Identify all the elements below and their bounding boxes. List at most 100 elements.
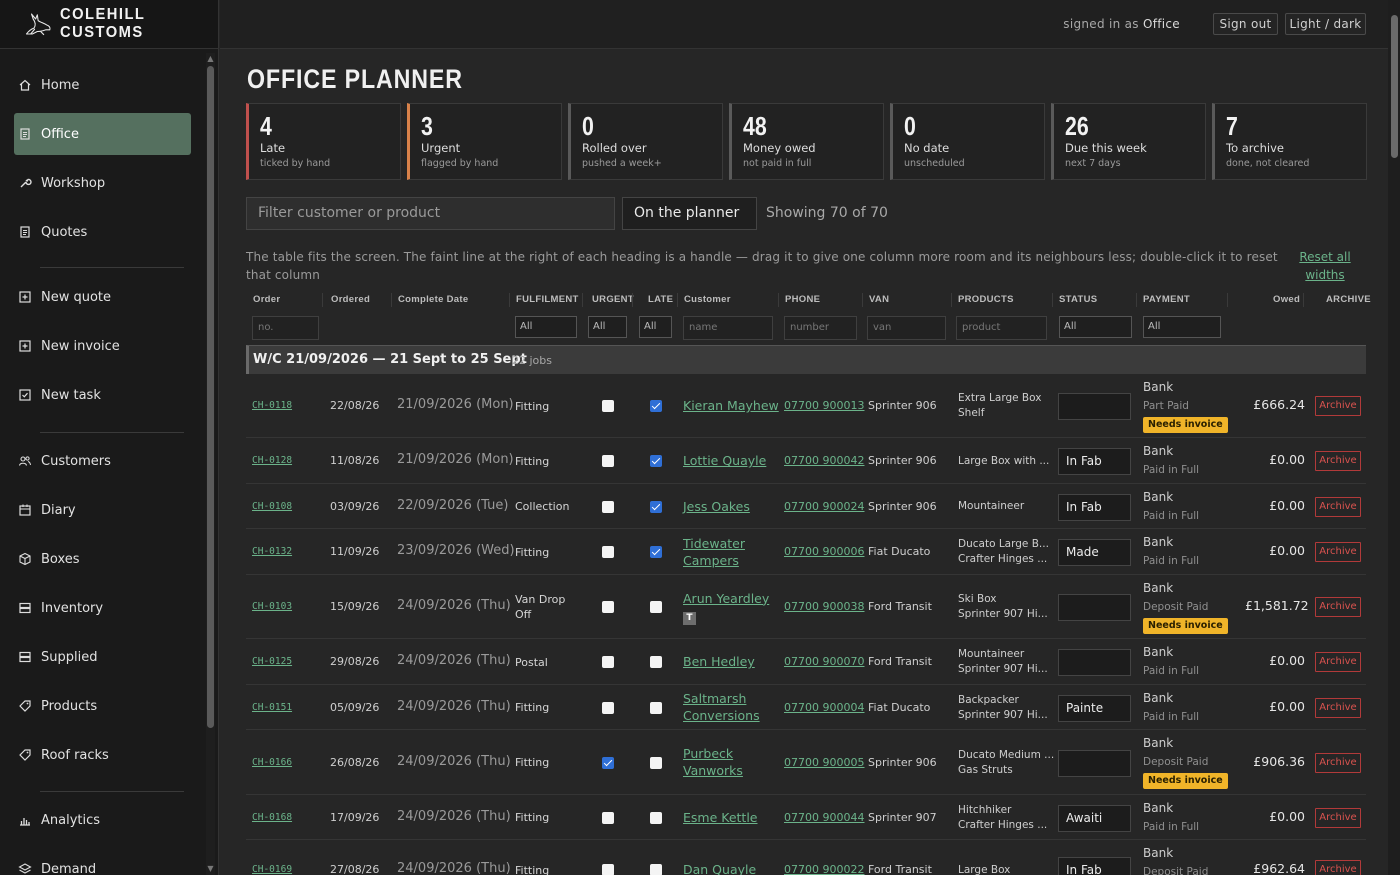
table-row[interactable]: CH-0169 27/08/26 24/09/2026 (Thu) Fitting Da…: [246, 840, 1366, 875]
filter-late-select[interactable]: All: [639, 316, 672, 338]
archive-button[interactable]: Archive: [1315, 597, 1361, 617]
late-checkbox[interactable]: [650, 601, 662, 613]
archive-button[interactable]: Archive: [1315, 752, 1361, 773]
archive-button[interactable]: Archive: [1315, 807, 1361, 828]
late-checkbox[interactable]: [650, 756, 662, 769]
column-resize-handle[interactable]: [509, 293, 510, 307]
page-scroll-thumb[interactable]: [1391, 15, 1398, 158]
filter-input[interactable]: Filter customer or product: [246, 197, 615, 230]
sidebar-item-demand[interactable]: Demand: [14, 848, 191, 875]
customer-name-line[interactable]: Ben Hedley: [683, 654, 755, 670]
urgent-checkbox[interactable]: [602, 656, 614, 668]
sidebar-item-customers[interactable]: Customers: [14, 440, 191, 482]
urgent-checkbox[interactable]: [602, 455, 614, 467]
column-resize-handle[interactable]: [391, 293, 392, 307]
urgent-checkbox[interactable]: [602, 400, 614, 412]
order-link[interactable]: CH-0125: [252, 656, 293, 667]
archive-button[interactable]: Archive: [1315, 860, 1361, 875]
summary-card-no-date[interactable]: 0 No date unscheduled: [890, 103, 1045, 180]
table-row[interactable]: CH-0128 11/08/26 21/09/2026 (Mon) Fitting Lo…: [246, 438, 1366, 484]
customer-link[interactable]: Ben Hedley: [683, 653, 755, 670]
phone-link[interactable]: 07700 900006: [784, 545, 865, 558]
late-checkbox[interactable]: [650, 701, 662, 714]
sidebar-item-workshop[interactable]: Workshop: [14, 162, 191, 204]
customer-name-line[interactable]: Vanworks: [683, 763, 743, 778]
sidebar-item-products[interactable]: Products: [14, 685, 191, 727]
late-checkbox[interactable]: [650, 400, 662, 412]
customer-name-line[interactable]: Dan Quayle: [683, 862, 757, 875]
order-link[interactable]: CH-0103: [252, 601, 293, 612]
order-link[interactable]: CH-0169: [252, 864, 293, 875]
phone-link[interactable]: 07700 900038: [784, 600, 865, 613]
customer-name-line[interactable]: Arun Yeardley: [683, 590, 770, 606]
status-input[interactable]: Awaiti: [1058, 804, 1131, 832]
customer-name-line[interactable]: Saltmarsh: [683, 691, 747, 706]
sidebar-item-home[interactable]: Home: [14, 64, 191, 106]
column-resize-handle[interactable]: [1136, 293, 1137, 307]
column-header-fulfilment[interactable]: FULFILMENT: [516, 294, 579, 305]
filter-phone-input[interactable]: number: [784, 316, 857, 340]
phone-link[interactable]: 07700 900070: [784, 655, 865, 668]
customer-link[interactable]: Lottie Quayle: [683, 452, 766, 469]
order-link[interactable]: CH-0132: [252, 546, 293, 557]
view-select[interactable]: On the planner: [622, 197, 757, 230]
sidebar-item-office[interactable]: Office: [14, 113, 191, 155]
archive-button[interactable]: Archive: [1315, 396, 1361, 416]
column-resize-handle[interactable]: [1303, 293, 1304, 307]
late-checkbox[interactable]: [650, 864, 662, 875]
filter-customer-input[interactable]: name: [683, 316, 773, 340]
table-row[interactable]: CH-0151 05/09/26 24/09/2026 (Thu) Fitting Sa…: [246, 685, 1366, 730]
sidebar-item-supplied[interactable]: Supplied: [14, 636, 191, 678]
column-header-order[interactable]: Order: [253, 294, 281, 305]
filter-status-select[interactable]: All: [1059, 316, 1132, 338]
archive-button[interactable]: Archive: [1315, 451, 1361, 471]
customer-link[interactable]: Kieran Mayhew: [683, 397, 779, 414]
column-resize-handle[interactable]: [322, 293, 323, 307]
reset-widths-link[interactable]: Reset all widths: [1299, 250, 1351, 282]
table-row[interactable]: CH-0125 29/08/26 24/09/2026 (Thu) Postal Ben…: [246, 639, 1366, 685]
urgent-checkbox[interactable]: [602, 864, 614, 875]
table-row[interactable]: CH-0118 22/08/26 21/09/2026 (Mon) Fitting Ki…: [246, 374, 1366, 438]
archive-button[interactable]: Archive: [1315, 542, 1361, 562]
column-header-payment[interactable]: PAYMENT: [1143, 294, 1190, 305]
sidebar-item-analytics[interactable]: Analytics: [14, 799, 191, 841]
archive-button[interactable]: Archive: [1315, 652, 1361, 672]
status-input[interactable]: In Fab: [1058, 448, 1131, 475]
column-header-phone[interactable]: PHONE: [785, 294, 821, 305]
late-checkbox[interactable]: [650, 455, 662, 467]
customer-name-line[interactable]: Jess Oakes: [683, 498, 750, 514]
status-input[interactable]: In Fab: [1058, 493, 1131, 521]
column-header-status[interactable]: STATUS: [1059, 294, 1098, 305]
customer-name-line[interactable]: Campers: [683, 552, 739, 568]
status-input[interactable]: In Fab: [1058, 857, 1131, 875]
archive-button[interactable]: Archive: [1315, 496, 1361, 517]
table-row[interactable]: CH-0108 03/09/26 22/09/2026 (Tue) Collectio…: [246, 484, 1366, 529]
phone-link[interactable]: 07700 900044: [784, 810, 865, 824]
column-header-complete-date[interactable]: Complete Date: [398, 294, 469, 305]
filter-fulfilment-select[interactable]: All: [515, 316, 577, 338]
sign-out-button[interactable]: Sign out: [1213, 13, 1278, 35]
status-input[interactable]: [1058, 749, 1131, 777]
order-link[interactable]: CH-0166: [252, 756, 293, 768]
urgent-checkbox[interactable]: [602, 811, 614, 824]
phone-link[interactable]: 07700 900013: [784, 399, 865, 412]
column-resize-handle[interactable]: [677, 293, 678, 307]
status-input[interactable]: [1058, 594, 1131, 621]
column-header-products[interactable]: PRODUCTS: [958, 294, 1014, 305]
column-header-late[interactable]: LATE: [648, 294, 674, 305]
customer-link[interactable]: Jess Oakes: [683, 498, 750, 515]
urgent-checkbox[interactable]: [602, 546, 614, 558]
sidebar-item-boxes[interactable]: Boxes: [14, 538, 191, 580]
filter-products-input[interactable]: product: [956, 316, 1047, 340]
customer-name-line[interactable]: Conversions: [683, 708, 760, 723]
sidebar-item-inventory[interactable]: Inventory: [14, 587, 191, 629]
late-checkbox[interactable]: [650, 500, 662, 513]
summary-card-late[interactable]: 4 Late ticked by hand: [246, 103, 401, 180]
column-header-owed[interactable]: Owed: [1273, 294, 1301, 305]
urgent-checkbox[interactable]: [602, 701, 614, 714]
table-row[interactable]: CH-0103 15/09/26 24/09/2026 (Thu) Van Drop O…: [246, 575, 1366, 639]
column-header-archive[interactable]: ARCHIVE: [1326, 294, 1371, 305]
late-checkbox[interactable]: [650, 546, 662, 558]
order-link[interactable]: CH-0128: [252, 455, 293, 466]
sidebar-item-quotes[interactable]: Quotes: [14, 211, 191, 253]
